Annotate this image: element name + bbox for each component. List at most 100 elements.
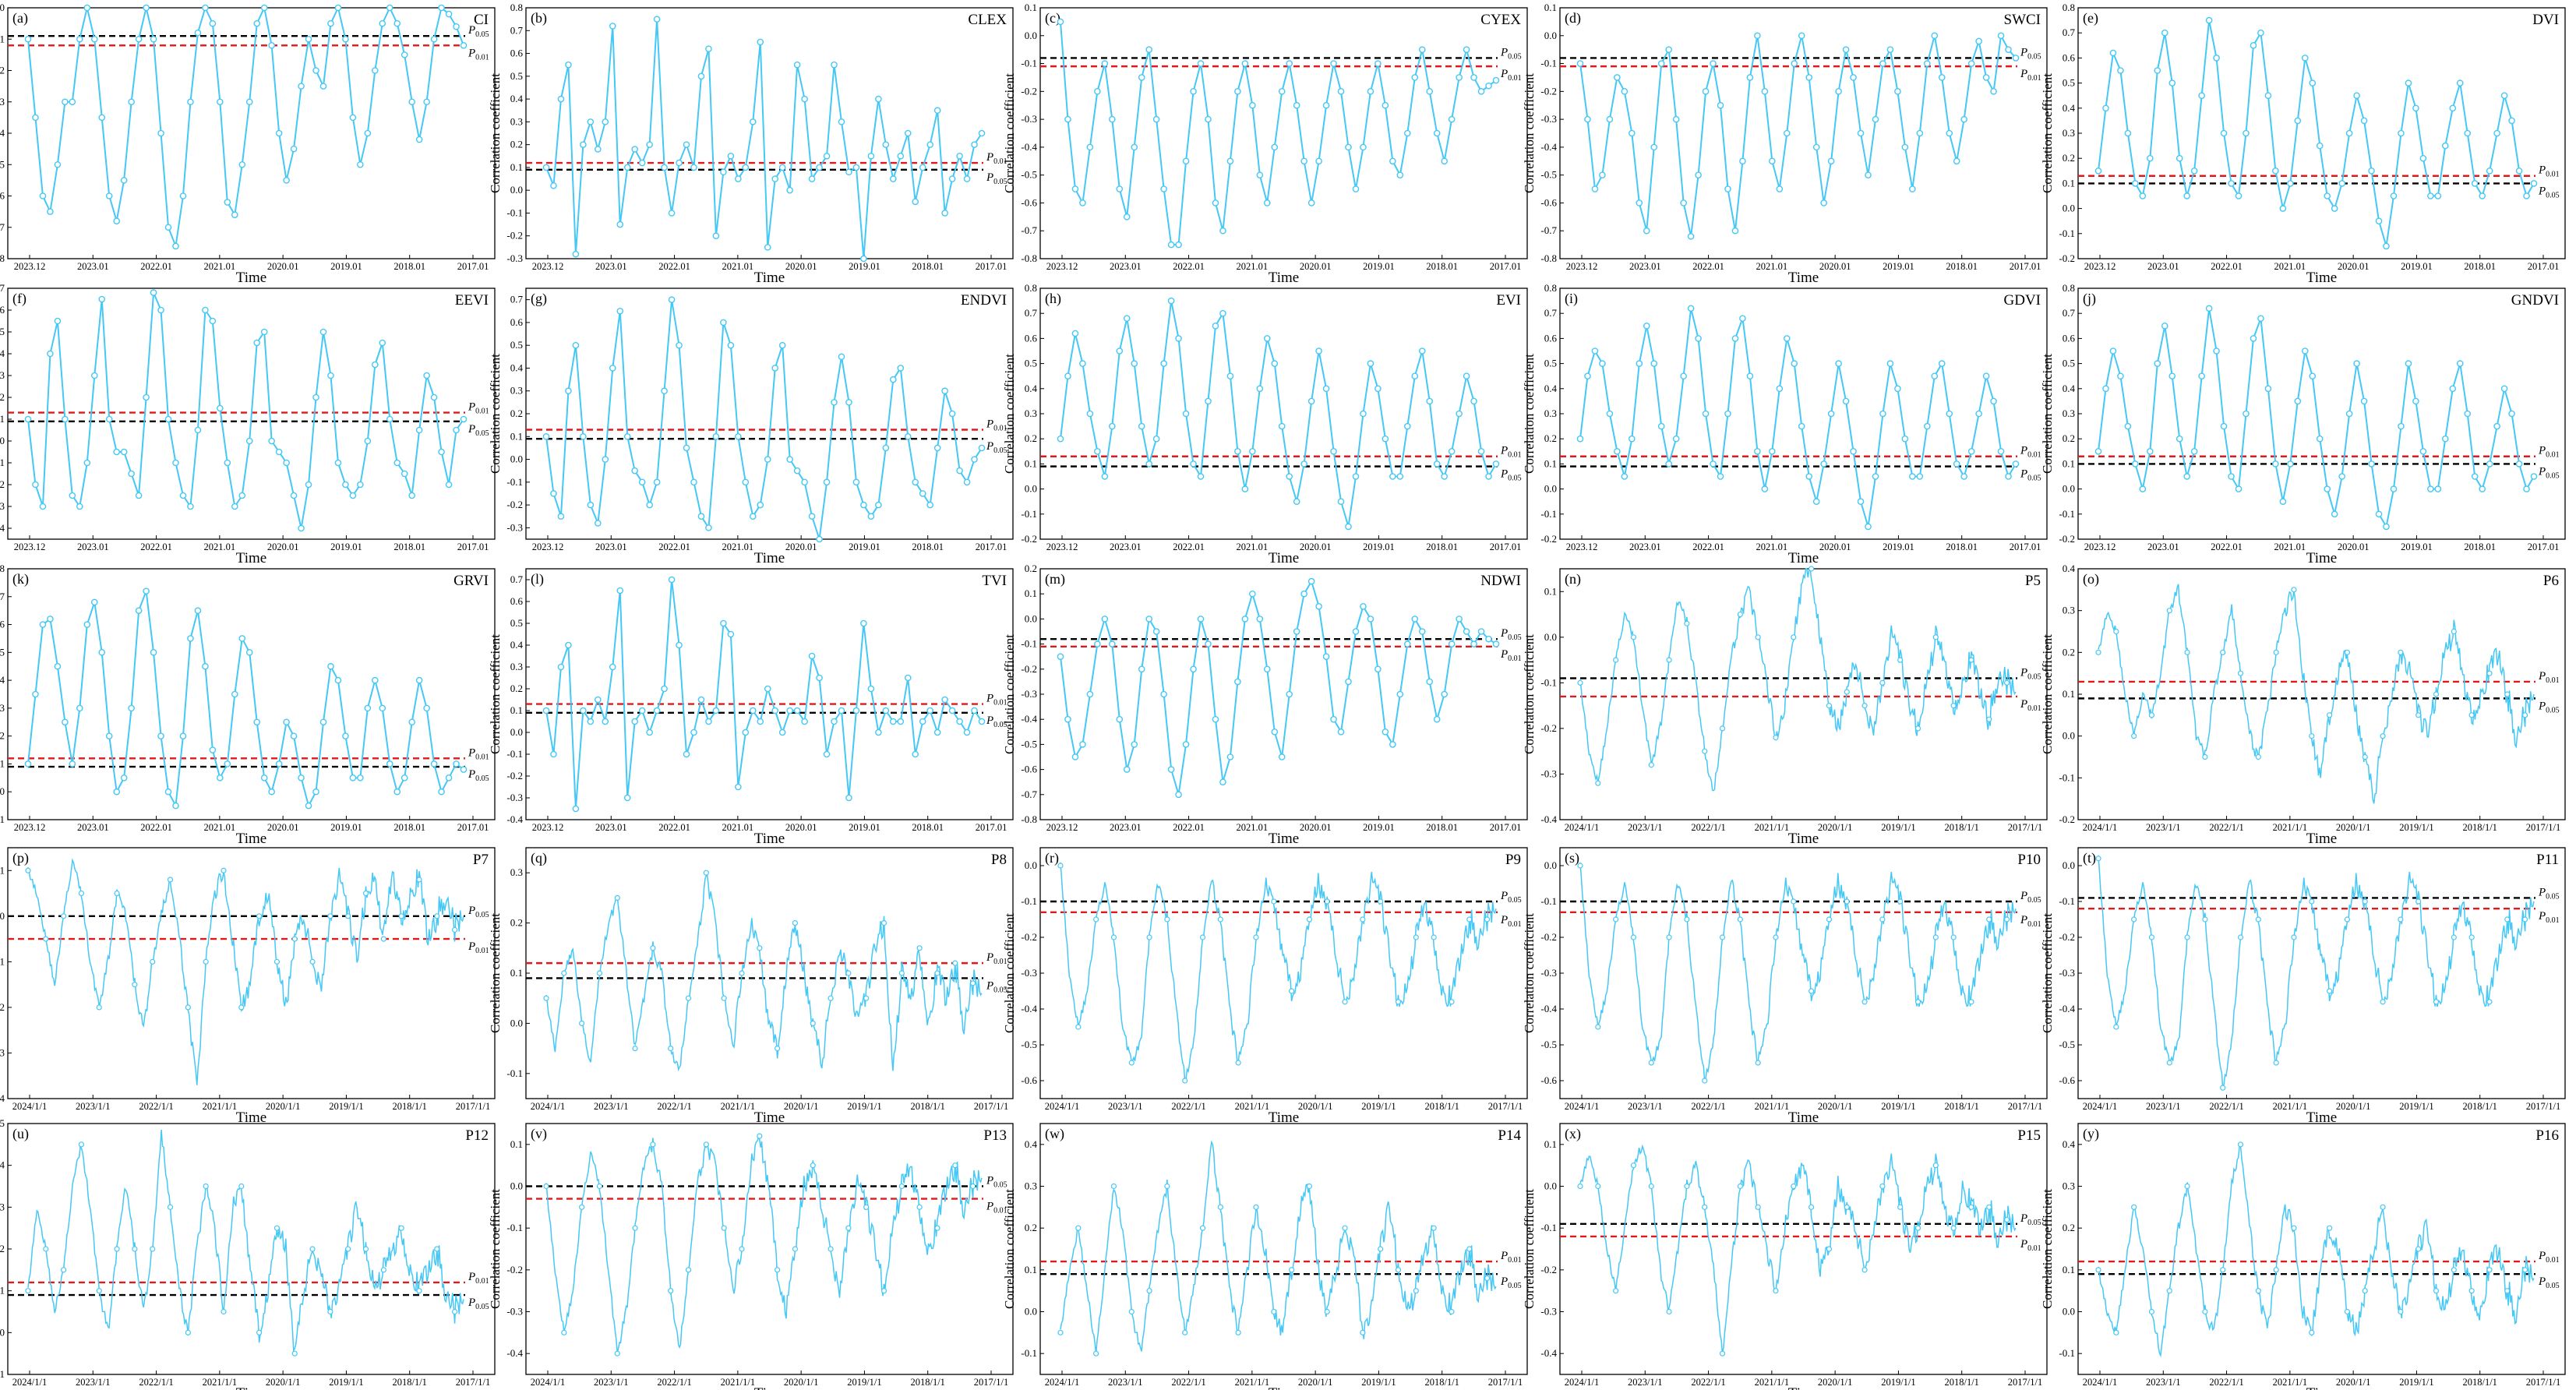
data-point	[838, 353, 845, 361]
data-point	[423, 704, 430, 712]
x-tick-label: 2017.01	[976, 542, 1007, 552]
data-point	[291, 936, 298, 942]
y-tick-label: 0.1	[0, 1285, 5, 1297]
data-point	[438, 788, 445, 796]
data-point	[1599, 171, 1606, 178]
x-tick-label: 2020/1/1	[2336, 822, 2370, 833]
data-point	[157, 129, 164, 137]
data-point	[1850, 74, 1857, 81]
data-point	[179, 732, 187, 739]
x-tick-label: 2022/1/1	[657, 1101, 691, 1112]
y-tick-label: 0.1	[2063, 1264, 2075, 1275]
data-point	[646, 141, 653, 148]
data-point	[2147, 154, 2154, 162]
data-point	[623, 164, 631, 171]
data-point	[1456, 410, 1463, 418]
threshold-p: P	[1500, 648, 1508, 661]
data-point	[1842, 397, 1850, 405]
data-point	[1234, 678, 1241, 686]
y-tick-label: -0.1	[2059, 895, 2075, 907]
data-point	[69, 492, 76, 499]
data-point	[1577, 863, 1583, 869]
data-point	[2362, 1288, 2368, 1294]
data-point	[749, 513, 757, 520]
threshold-label-top: P0.01	[2538, 445, 2560, 460]
y-tick-label: -0.2	[1540, 722, 1557, 734]
data-point	[616, 220, 624, 228]
data-point	[1315, 603, 1322, 610]
threshold-p: P	[468, 423, 475, 436]
data-point	[1219, 309, 1226, 317]
y-tick-label: -0.2	[1021, 931, 1037, 943]
data-point	[579, 1204, 585, 1210]
data-point	[1263, 335, 1271, 342]
data-point	[1739, 157, 1746, 165]
x-tick-label: 2020/1/1	[1298, 1377, 1332, 1388]
data-point	[1337, 88, 1345, 95]
y-tick-label: 0.1	[2063, 457, 2075, 469]
data-point	[683, 750, 690, 758]
data-point	[1182, 1329, 1188, 1335]
data-point	[1737, 916, 1743, 923]
data-point	[273, 1225, 281, 1231]
data-point	[934, 970, 940, 976]
data-point	[2183, 473, 2190, 480]
data-point	[1352, 473, 1360, 480]
data-point	[1953, 157, 1960, 165]
threshold-label-top: P0.01	[2538, 1250, 2560, 1265]
data-point	[735, 783, 742, 791]
data-point	[1256, 171, 1264, 178]
series-line	[1060, 579, 1497, 796]
data-point	[2338, 180, 2345, 187]
data-point	[460, 766, 468, 773]
data-point	[919, 718, 926, 725]
data-point	[1737, 611, 1743, 618]
data-point	[221, 1308, 227, 1315]
y-tick-label: 0.0	[2063, 859, 2075, 871]
data-point	[1219, 227, 1226, 235]
data-point	[283, 718, 290, 726]
data-point	[342, 35, 349, 43]
x-tick-label: 2019.01	[849, 542, 880, 552]
x-tick-label: 2019.01	[1363, 261, 1395, 272]
x-tick-label: 2020.01	[1819, 542, 1851, 552]
x-tick-label: 2019.01	[1883, 261, 1914, 272]
data-point	[926, 141, 933, 148]
data-point	[1584, 372, 1591, 380]
data-point	[2468, 934, 2475, 940]
y-tick-label: 0.0	[0, 1326, 5, 1338]
x-tick-label: 2022.01	[140, 261, 172, 272]
data-point	[1300, 590, 1307, 598]
threshold-p: P	[2020, 667, 2027, 679]
y-tick-label: -0.2	[1021, 533, 1037, 545]
data-point	[1665, 46, 1672, 53]
data-point	[2237, 1141, 2244, 1148]
x-tick-label: 2022/1/1	[2209, 1101, 2243, 1112]
data-point	[1374, 385, 1382, 393]
data-point	[415, 426, 423, 434]
threshold-p: P	[2020, 68, 2027, 80]
x-tick-label: 2020.01	[267, 261, 299, 272]
data-point	[1695, 335, 1702, 342]
data-point	[1123, 213, 1131, 220]
data-point	[1079, 199, 1086, 206]
data-point	[690, 478, 697, 486]
panel-clex: -0.3-0.2-0.10.00.10.20.30.40.50.60.70.82…	[488, 2, 1014, 286]
data-point	[1808, 988, 1815, 994]
data-point	[2220, 422, 2228, 430]
x-tick-label: 2023.12	[2084, 542, 2116, 552]
x-tick-label: 2021.01	[204, 822, 236, 833]
x-tick-label: 2023/1/1	[1628, 1377, 1662, 1388]
panel-letter: (k)	[12, 571, 29, 587]
threshold-label-top: P0.05	[1500, 890, 1522, 905]
x-tick-label: 2017/1/1	[2526, 1101, 2560, 1112]
y-tick-label: -0.4	[1540, 813, 1557, 825]
data-point	[727, 630, 735, 638]
panel-title: EVI	[1496, 292, 1521, 309]
data-point	[2198, 372, 2205, 380]
data-point	[379, 339, 386, 347]
y-tick-label: 0.8	[510, 2, 523, 13]
data-point	[2094, 448, 2102, 455]
